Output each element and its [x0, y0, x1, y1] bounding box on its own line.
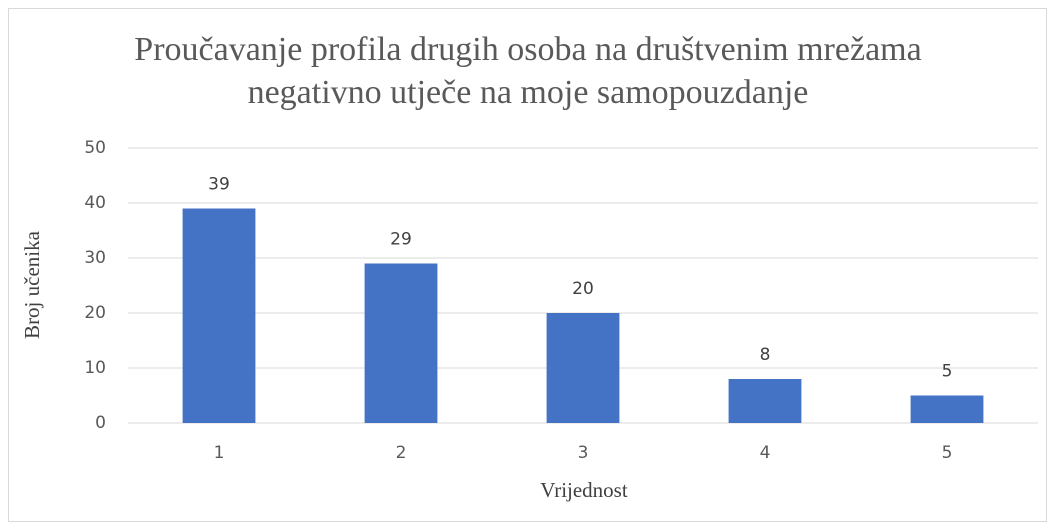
data-label: 29: [390, 230, 412, 250]
x-tick-label: 2: [396, 443, 407, 463]
y-tick-label: 20: [84, 303, 106, 323]
data-label: 20: [572, 279, 594, 299]
x-tick-label: 4: [760, 443, 771, 463]
bar: [364, 263, 438, 423]
x-tick-label: 5: [942, 443, 953, 463]
bar: [546, 313, 620, 423]
data-label: 39: [208, 175, 230, 195]
x-axis-label: Vrijednost: [540, 478, 628, 502]
data-label: 5: [942, 362, 953, 382]
bar: [182, 208, 256, 423]
y-tick-label: 30: [84, 248, 106, 268]
chart-title: Proučavanje profila drugih osoba na druš…: [134, 31, 922, 111]
bar: [910, 395, 984, 423]
y-axis-label: Broj učenika: [20, 230, 44, 339]
x-tick-label: 1: [214, 443, 225, 463]
x-tick-label: 3: [578, 443, 589, 463]
chart-border: [8, 8, 1047, 522]
y-tick-label: 10: [84, 358, 106, 378]
data-label: 8: [760, 345, 771, 365]
y-tick-label: 50: [84, 138, 106, 158]
bar: [728, 379, 802, 423]
y-tick-label: 40: [84, 193, 106, 213]
y-tick-label: 0: [95, 413, 106, 433]
